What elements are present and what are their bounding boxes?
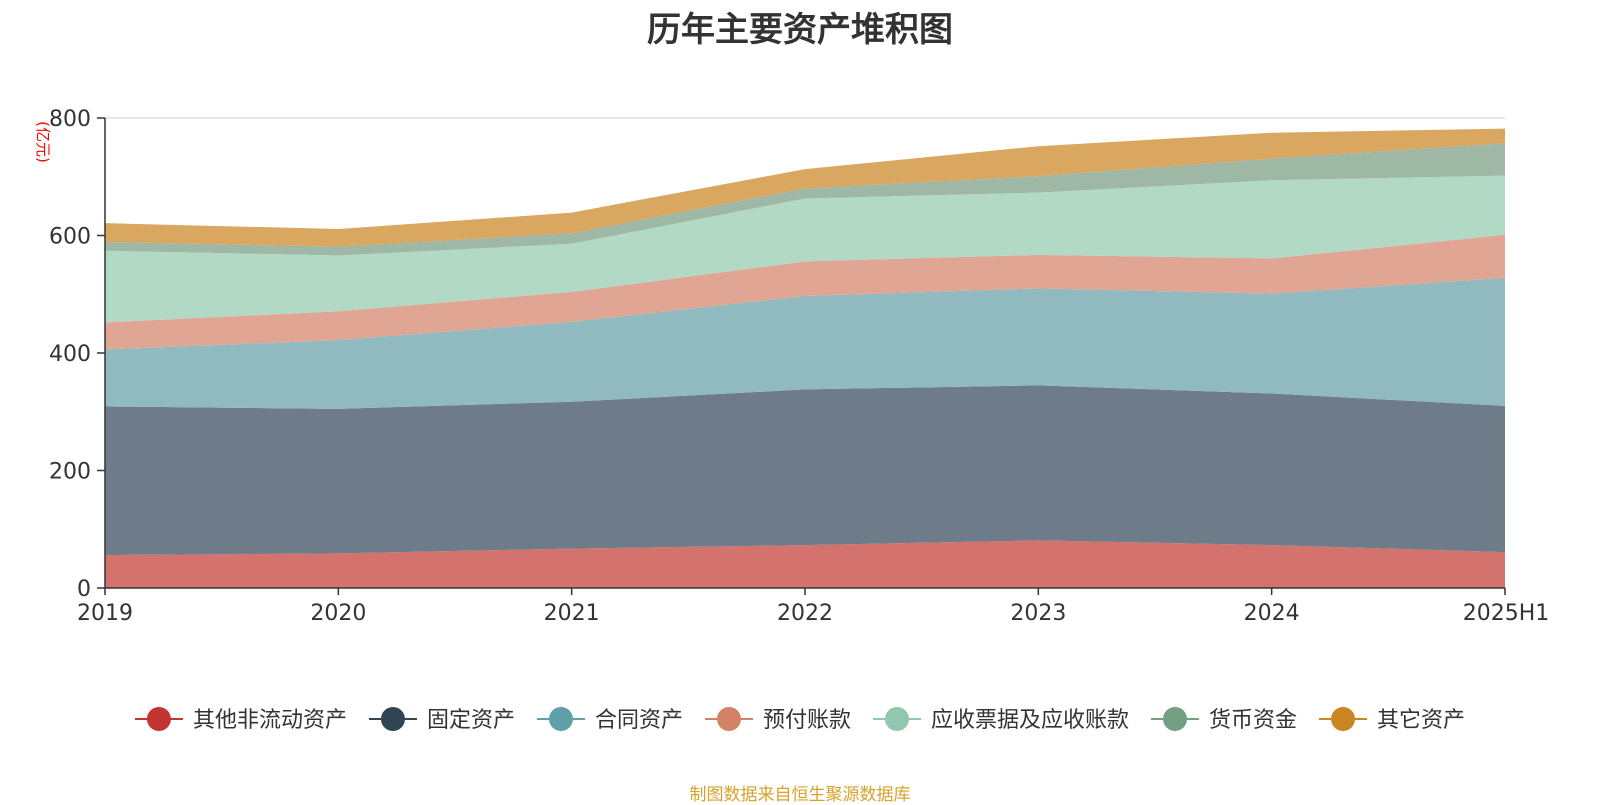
area-series-0[interactable] [105,540,1505,588]
y-tick-label: 600 [49,225,91,250]
x-tick-label: 2021 [544,601,600,626]
legend-circle-marker [1163,707,1188,731]
legend-label: 货币资金 [1209,708,1297,733]
x-tick-label: 2024 [1244,601,1300,626]
area-series-6[interactable] [105,128,1505,247]
legend-item-0[interactable]: 其他非流动资产 [134,707,347,733]
legend-label: 应收票据及应收账款 [931,708,1129,733]
legend-circle-marker [885,707,910,731]
x-tick-label: 2025H1 [1463,601,1550,626]
legend-circle-marker [380,707,405,731]
area-series-4[interactable] [105,175,1505,323]
legend-label: 其他非流动资产 [193,708,347,733]
legend-item-5[interactable]: 货币资金 [1151,707,1297,733]
legend-circle-marker [716,707,741,731]
legend-label: 预付账款 [763,708,851,733]
legend-item-3[interactable]: 预付账款 [704,707,851,733]
x-tick-label: 2019 [77,601,133,626]
y-tick-label: 200 [49,460,91,485]
x-tick-label: 2023 [1010,601,1066,626]
legend-circle-marker [146,707,171,731]
legend[interactable]: 其他非流动资产 固定资产 合同资产 预付账款 应收票据及应收账款 货币资金 其它资产 [134,707,1465,733]
area-series-5[interactable] [105,143,1505,256]
y-tick-labels: 0 200 400 600 800 [49,107,91,602]
legend-item-4[interactable]: 应收票据及应收账款 [873,707,1129,733]
area-series-1[interactable] [105,385,1505,556]
chart-title: 历年主要资产堆积图 [647,10,953,50]
area-series [105,128,1505,588]
area-series-2[interactable] [105,277,1505,409]
x-tick-label: 2020 [310,601,366,626]
legend-circle-marker [1331,707,1356,731]
legend-label: 合同资产 [595,708,683,733]
legend-label: 固定资产 [427,708,515,733]
legend-label: 其它资产 [1377,708,1465,733]
y-tick-label: 400 [49,342,91,367]
y-axis-label: (亿元) [34,121,52,163]
y-tick-label: 0 [77,577,91,602]
legend-item-6[interactable]: 其它资产 [1319,707,1465,733]
area-series-3[interactable] [105,234,1505,350]
x-tick-label: 2022 [777,601,833,626]
legend-item-1[interactable]: 固定资产 [368,707,515,733]
axes [97,117,1506,595]
y-tick-label: 800 [49,107,91,132]
source-note: 制图数据来自恒生聚源数据库 [689,785,911,805]
legend-item-2[interactable]: 合同资产 [536,707,683,733]
x-tick-labels: 2019 2020 2021 2022 2023 2024 2025H1 [77,601,1549,626]
legend-circle-marker [548,707,573,731]
